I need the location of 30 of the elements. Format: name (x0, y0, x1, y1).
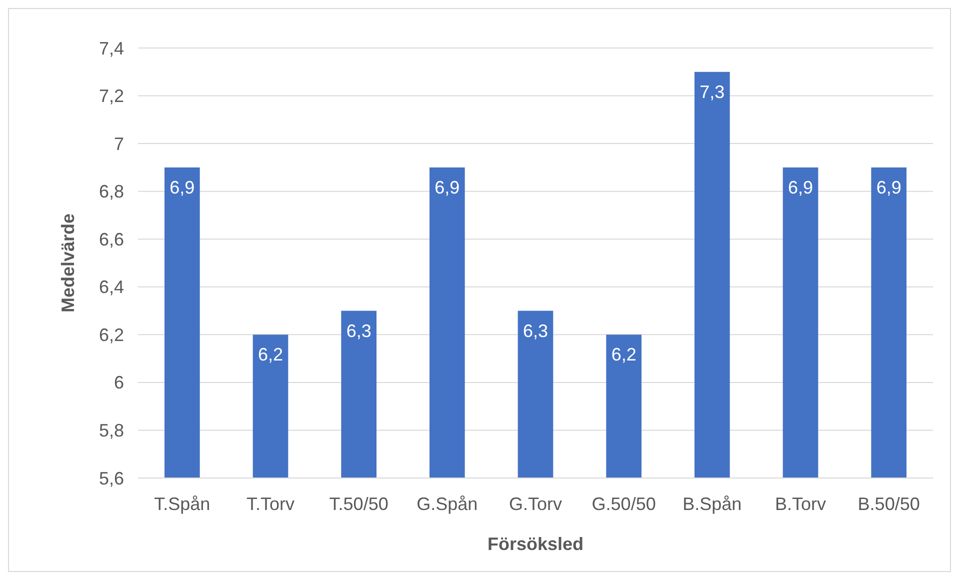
x-tick-label: G.50/50 (592, 494, 656, 514)
data-label: 6,9 (434, 177, 460, 198)
y-axis-title: Medelvärde (58, 213, 78, 313)
y-tick-label: 7,2 (98, 86, 124, 106)
data-label: 6,3 (346, 320, 372, 341)
x-tick-label: G.Spån (416, 494, 478, 514)
x-tick-label: T.Spån (154, 494, 210, 514)
data-label: 6,2 (258, 344, 284, 365)
x-axis-title: Försöksled (487, 534, 584, 554)
y-tick-label: 5,8 (98, 420, 124, 441)
y-tick-label: 6,4 (98, 277, 124, 298)
x-tick-label: B.Torv (774, 494, 826, 514)
x-tick-label: T.50/50 (329, 494, 388, 514)
data-label: 7,3 (700, 82, 725, 102)
x-tick-label: B.Spån (682, 494, 742, 514)
y-tick-label: 7 (114, 134, 124, 154)
y-tick-label: 5,6 (98, 468, 124, 488)
data-label: 6,3 (522, 320, 548, 341)
data-label: 6,9 (788, 177, 814, 198)
y-tick-label: 6 (114, 372, 124, 393)
y-tick-label: 7,4 (98, 38, 124, 58)
data-label: 6,9 (876, 177, 902, 198)
y-tick-label: 6,6 (98, 229, 124, 250)
data-label: 6,2 (611, 344, 636, 365)
y-tick-label: 6,2 (98, 324, 124, 345)
data-label: 6,9 (170, 177, 195, 198)
y-tick-label: 6,8 (98, 182, 124, 202)
x-tick-label: T.Torv (246, 494, 295, 514)
x-tick-label: B.50/50 (858, 494, 920, 514)
x-tick-label: G.Torv (508, 494, 562, 514)
